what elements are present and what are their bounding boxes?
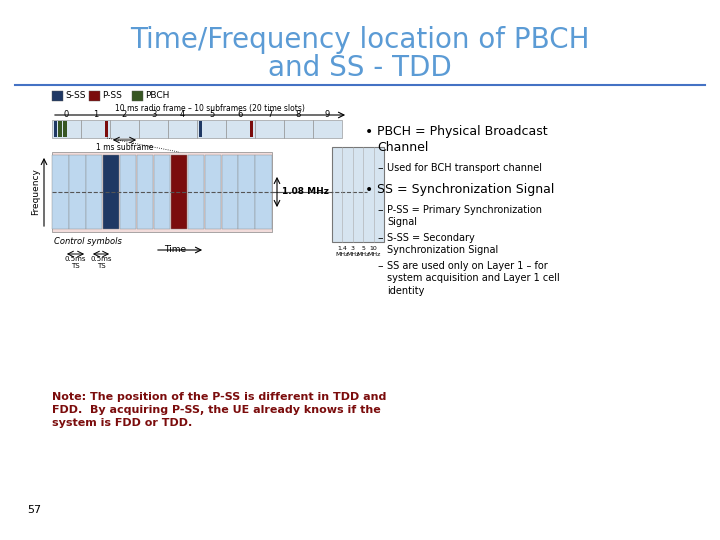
- Text: 9: 9: [325, 110, 330, 119]
- Text: 10
MHz: 10 MHz: [367, 246, 380, 257]
- Bar: [313, 120, 342, 138]
- Bar: [137, 155, 153, 229]
- Text: and SS - TDD: and SS - TDD: [268, 54, 452, 82]
- Bar: [154, 155, 170, 229]
- Text: Note: The position of the P-SS is different in TDD and
FDD.  By acquiring P-SS, : Note: The position of the P-SS is differ…: [52, 392, 387, 428]
- Text: 1.4
MHz: 1.4 MHz: [336, 246, 349, 257]
- Text: 57: 57: [27, 505, 41, 515]
- Bar: [226, 120, 255, 138]
- Bar: [54, 121, 56, 137]
- Text: 1.08 MHz: 1.08 MHz: [282, 187, 329, 197]
- Text: •: •: [365, 183, 373, 197]
- Text: 10 ms radio frame – 10 subframes (20 time slots): 10 ms radio frame – 10 subframes (20 tim…: [115, 104, 305, 112]
- Bar: [52, 120, 81, 138]
- Text: 8: 8: [296, 110, 301, 119]
- Bar: [171, 155, 187, 229]
- Text: 0.5ms
TS: 0.5ms TS: [64, 256, 86, 269]
- Text: –: –: [377, 261, 382, 271]
- Bar: [199, 121, 202, 137]
- Bar: [332, 147, 384, 242]
- Text: S-SS = Secondary
Synchronization Signal: S-SS = Secondary Synchronization Signal: [387, 233, 498, 255]
- Text: 1: 1: [93, 110, 98, 119]
- Bar: [204, 155, 221, 229]
- Text: 5
MHz: 5 MHz: [356, 246, 370, 257]
- Text: Used for BCH transport channel: Used for BCH transport channel: [387, 163, 542, 173]
- Text: S-SS: S-SS: [65, 91, 86, 100]
- Text: 6: 6: [238, 110, 243, 119]
- Bar: [284, 120, 313, 138]
- Text: Control symbols: Control symbols: [54, 237, 122, 246]
- Text: SS are used only on Layer 1 – for
system acquisition and Layer 1 cell
identity: SS are used only on Layer 1 – for system…: [387, 261, 559, 296]
- Bar: [52, 91, 63, 101]
- Text: 7: 7: [267, 110, 272, 119]
- Bar: [52, 152, 272, 232]
- Text: –: –: [377, 163, 382, 173]
- Bar: [53, 155, 68, 229]
- Bar: [222, 155, 238, 229]
- Bar: [81, 120, 110, 138]
- Bar: [63, 121, 67, 137]
- Text: 3: 3: [150, 110, 156, 119]
- Text: PBCH = Physical Broadcast
Channel: PBCH = Physical Broadcast Channel: [377, 125, 548, 154]
- Text: 0: 0: [64, 110, 69, 119]
- Text: P-SS = Primary Synchronization
Signal: P-SS = Primary Synchronization Signal: [387, 205, 542, 227]
- Text: 4: 4: [180, 110, 185, 119]
- Bar: [103, 155, 120, 229]
- Text: 3
MHz: 3 MHz: [346, 246, 359, 257]
- Bar: [168, 120, 197, 138]
- Bar: [197, 120, 226, 138]
- Bar: [256, 155, 271, 229]
- Bar: [139, 120, 168, 138]
- Text: 5: 5: [209, 110, 214, 119]
- Text: 0.5ms
TS: 0.5ms TS: [90, 256, 112, 269]
- Text: 2: 2: [122, 110, 127, 119]
- Bar: [110, 120, 139, 138]
- Bar: [250, 121, 253, 137]
- Bar: [69, 155, 86, 229]
- Bar: [89, 91, 100, 101]
- Text: –: –: [377, 205, 382, 215]
- Bar: [58, 121, 62, 137]
- Text: Time/Frequency location of PBCH: Time/Frequency location of PBCH: [130, 26, 590, 54]
- Bar: [86, 155, 102, 229]
- Bar: [255, 120, 284, 138]
- Bar: [238, 155, 255, 229]
- Bar: [132, 91, 143, 101]
- Text: PBCH: PBCH: [145, 91, 169, 100]
- Text: –: –: [377, 233, 382, 243]
- Bar: [188, 155, 204, 229]
- Bar: [105, 121, 108, 137]
- Text: Frequency: Frequency: [32, 168, 40, 215]
- Text: 1 ms subframe: 1 ms subframe: [96, 143, 153, 152]
- Text: •: •: [365, 125, 373, 139]
- Text: SS = Synchronization Signal: SS = Synchronization Signal: [377, 183, 554, 196]
- Text: Time: Time: [164, 246, 186, 254]
- Bar: [120, 155, 136, 229]
- Text: P-SS: P-SS: [102, 91, 122, 100]
